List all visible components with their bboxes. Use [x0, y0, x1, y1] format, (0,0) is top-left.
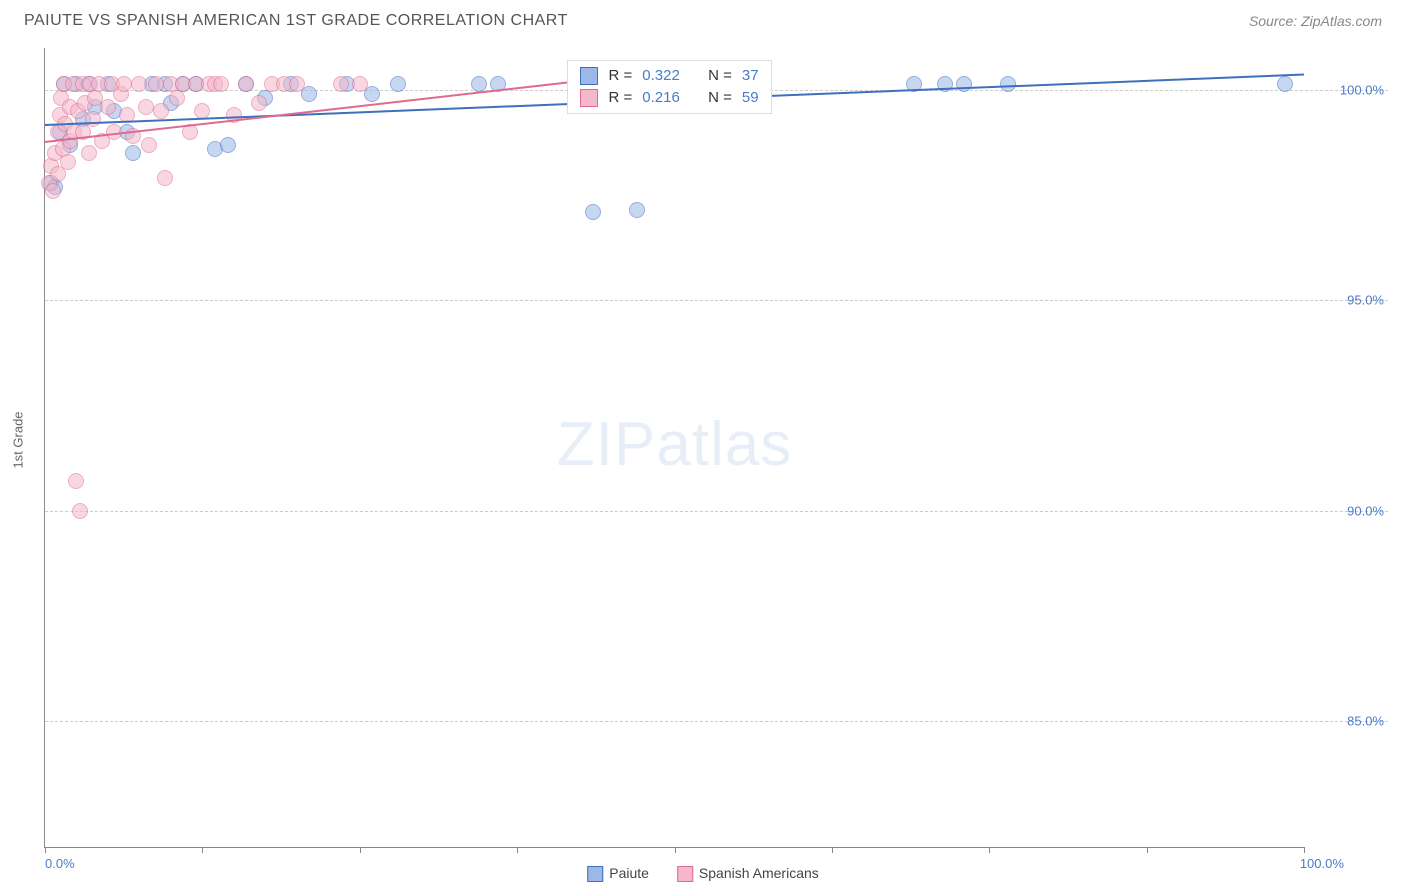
- x-tick: [1304, 847, 1305, 853]
- data-point: [100, 99, 116, 115]
- data-point: [85, 111, 101, 127]
- data-point: [238, 76, 254, 92]
- data-point: [153, 103, 169, 119]
- stat-r-value: 0.322: [642, 67, 680, 84]
- bottom-legend: Paiute Spanish Americans: [587, 865, 819, 882]
- legend-swatch: [677, 866, 693, 882]
- stat-n-label: N =: [708, 89, 732, 106]
- data-point: [45, 183, 61, 199]
- legend-label: Spanish Americans: [699, 865, 819, 881]
- legend-swatch: [587, 866, 603, 882]
- data-point: [131, 76, 147, 92]
- data-point: [585, 204, 601, 220]
- y-tick-label: 100.0%: [1314, 83, 1384, 98]
- data-point: [72, 503, 88, 519]
- y-axis-label: 1st Grade: [11, 411, 26, 468]
- data-point: [220, 137, 236, 153]
- data-point: [157, 170, 173, 186]
- data-point: [1277, 76, 1293, 92]
- grid-line: [45, 511, 1388, 512]
- data-point: [148, 76, 164, 92]
- x-tick-label-min: 0.0%: [45, 856, 75, 871]
- data-point: [60, 154, 76, 170]
- watermark: ZIPatlas: [557, 408, 792, 479]
- watermark-light: atlas: [656, 409, 792, 478]
- y-tick-label: 90.0%: [1314, 503, 1384, 518]
- watermark-bold: ZIP: [557, 409, 656, 478]
- data-point: [81, 145, 97, 161]
- data-point: [68, 473, 84, 489]
- stat-n-value: 37: [742, 67, 759, 84]
- data-point: [169, 90, 185, 106]
- x-tick-label-max: 100.0%: [1300, 856, 1344, 871]
- data-point: [471, 76, 487, 92]
- chart-title: PAIUTE VS SPANISH AMERICAN 1ST GRADE COR…: [24, 12, 568, 30]
- stat-n-value: 59: [742, 89, 759, 106]
- x-tick: [1147, 847, 1148, 853]
- series-swatch: [580, 89, 598, 107]
- data-point: [116, 76, 132, 92]
- correlation-stat-box: R = 0.322 N = 37R = 0.216 N = 59: [567, 60, 771, 114]
- stat-r-label: R =: [608, 67, 632, 84]
- data-point: [141, 137, 157, 153]
- x-tick: [202, 847, 203, 853]
- y-tick-label: 95.0%: [1314, 293, 1384, 308]
- series-swatch: [580, 67, 598, 85]
- data-point: [352, 76, 368, 92]
- data-point: [213, 76, 229, 92]
- chart-area: ZIPatlas 100.0%95.0%90.0%85.0%0.0%100.0%…: [44, 48, 1388, 848]
- data-point: [1000, 76, 1016, 92]
- data-point: [390, 76, 406, 92]
- stat-r-label: R =: [608, 89, 632, 106]
- y-tick-label: 85.0%: [1314, 713, 1384, 728]
- source-attribution: Source: ZipAtlas.com: [1249, 13, 1382, 29]
- data-point: [138, 99, 154, 115]
- x-tick: [517, 847, 518, 853]
- grid-line: [45, 300, 1388, 301]
- data-point: [125, 145, 141, 161]
- data-point: [333, 76, 349, 92]
- stat-r-value: 0.216: [642, 89, 680, 106]
- stat-n-label: N =: [708, 67, 732, 84]
- x-tick: [360, 847, 361, 853]
- stat-row: R = 0.216 N = 59: [580, 89, 758, 107]
- legend-item: Spanish Americans: [677, 865, 819, 882]
- data-point: [301, 86, 317, 102]
- plot-area: ZIPatlas 100.0%95.0%90.0%85.0%0.0%100.0%…: [44, 48, 1304, 848]
- data-point: [364, 86, 380, 102]
- data-point: [629, 202, 645, 218]
- legend-item: Paiute: [587, 865, 649, 882]
- x-tick: [675, 847, 676, 853]
- x-tick: [989, 847, 990, 853]
- x-tick: [45, 847, 46, 853]
- grid-line: [45, 721, 1388, 722]
- stat-row: R = 0.322 N = 37: [580, 67, 758, 85]
- data-point: [289, 76, 305, 92]
- data-point: [251, 95, 267, 111]
- legend-label: Paiute: [609, 865, 649, 881]
- x-tick: [832, 847, 833, 853]
